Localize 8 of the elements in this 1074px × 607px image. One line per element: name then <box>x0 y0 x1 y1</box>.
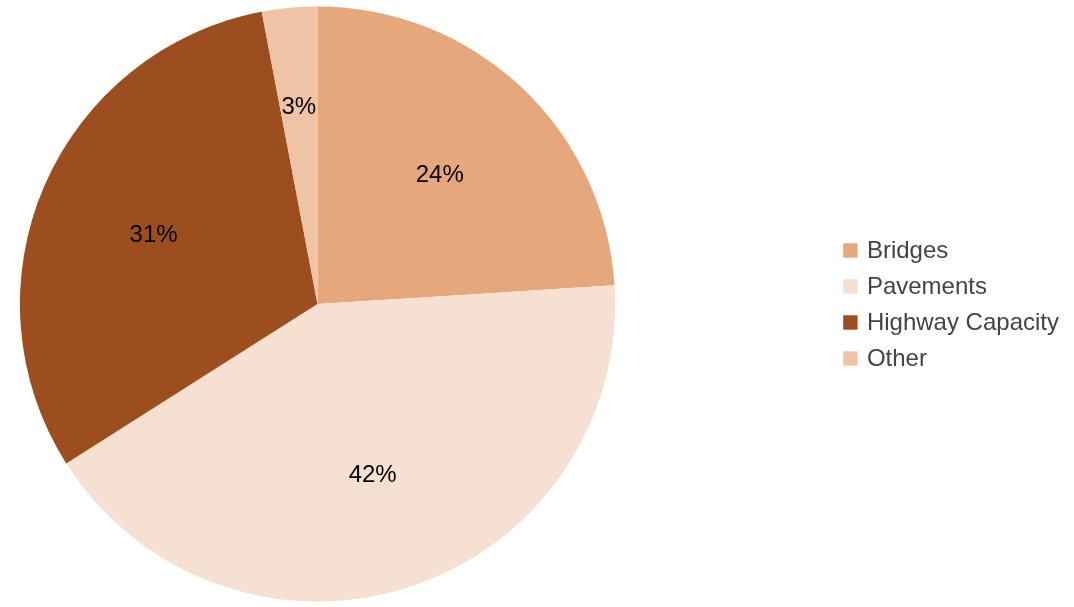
data-label: 31% <box>129 219 178 247</box>
legend-label: Pavements <box>866 271 987 300</box>
data-label: 3% <box>281 91 317 119</box>
legend-label: Bridges <box>866 235 949 264</box>
legend-label: Highway Capacity <box>866 307 1059 336</box>
data-label: 42% <box>348 460 397 488</box>
data-label: 24% <box>415 160 464 188</box>
legend-label: Other <box>866 343 927 372</box>
